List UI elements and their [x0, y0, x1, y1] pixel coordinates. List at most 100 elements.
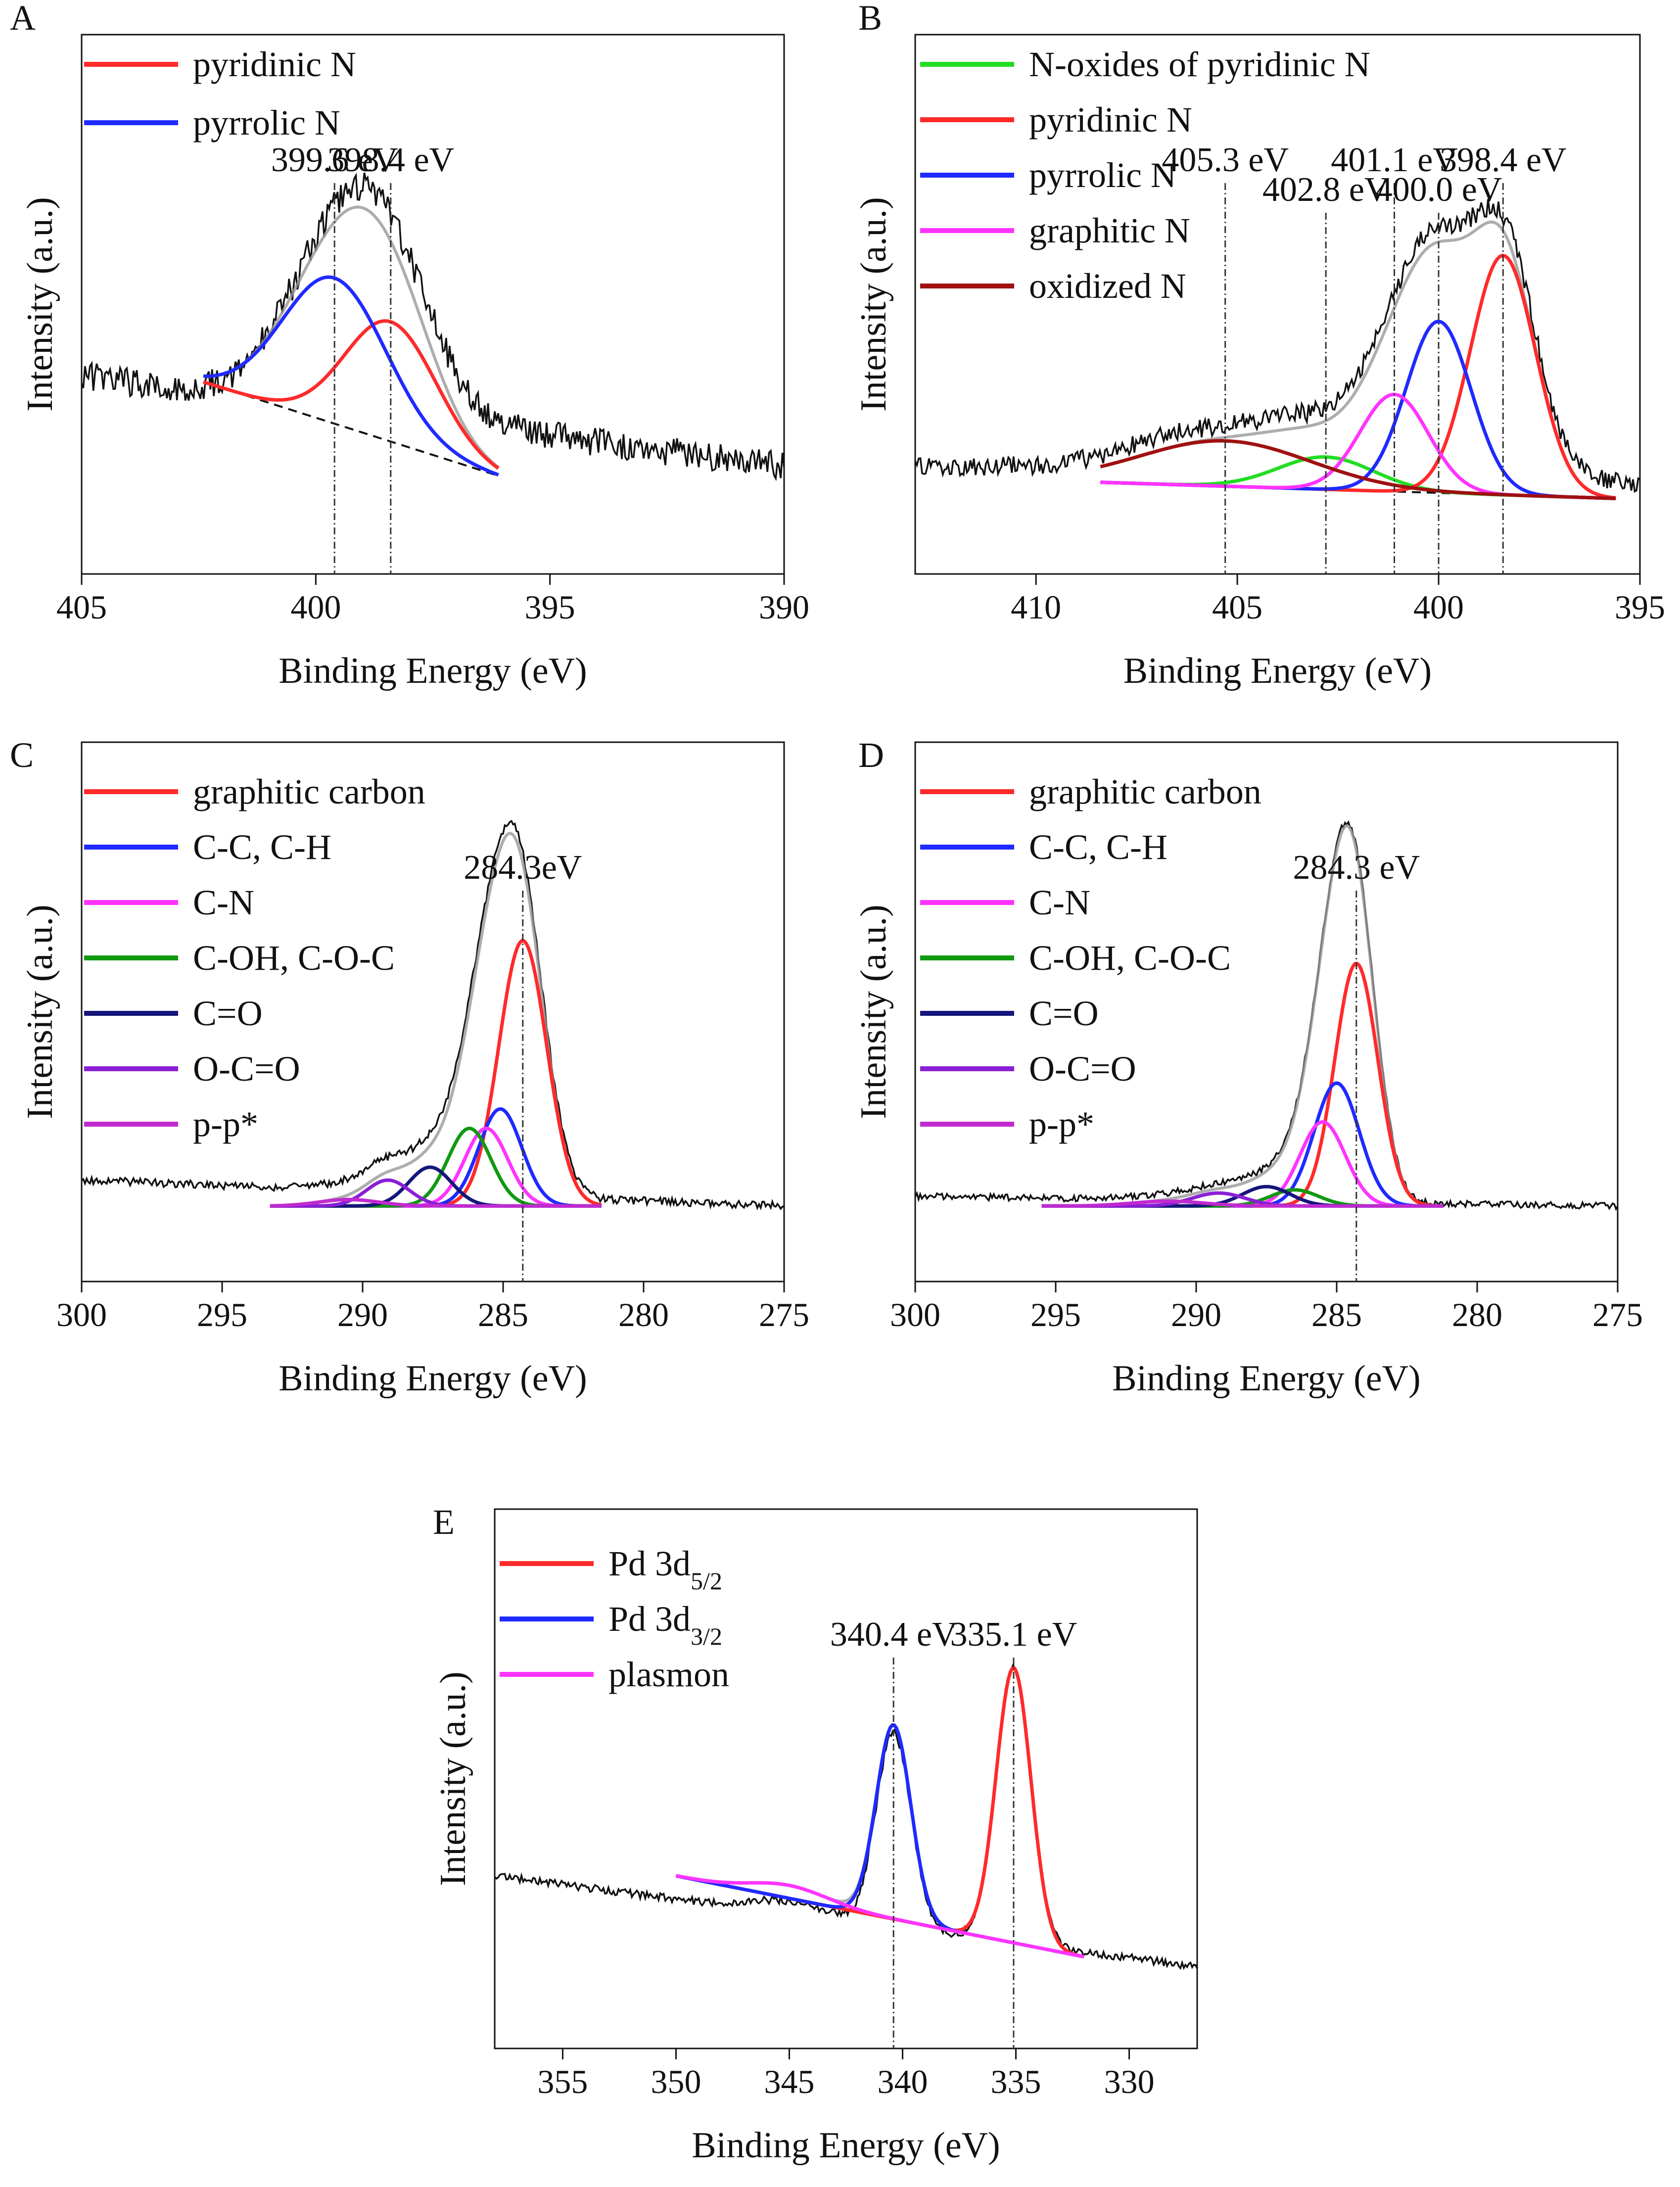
annotation-label: 401.1 eV — [1331, 141, 1458, 179]
legend-label-o-c-o: O-C=O — [193, 1049, 300, 1089]
legend-label-graphitic-carbon: graphitic carbon — [1029, 772, 1261, 811]
x-axis-label: Binding Energy (eV) — [1123, 651, 1432, 691]
legend-label-oxidized-n: oxidized N — [1029, 266, 1186, 306]
peak-c-c-c-h — [270, 1107, 602, 1208]
x-tick-label: 300 — [56, 1296, 107, 1333]
legend-label-n-oxides-of-pyridinic-n: N-oxides of pyridinic N — [1029, 45, 1370, 84]
x-tick-label: 405 — [56, 588, 107, 626]
legend-label-pd-3d3-2: Pd 3d3/2 — [608, 1599, 722, 1650]
x-axis-label: Binding Energy (eV) — [279, 1358, 587, 1399]
y-axis-label: Intensity (a.u.) — [20, 904, 60, 1119]
panel-a: A 405 400 395 390 Binding Energy (eV) Intensit… — [10, 0, 809, 691]
legend-label-pyridinic-n: pyridinic N — [193, 45, 356, 84]
x-tick-label: 275 — [1592, 1296, 1643, 1333]
legend-label-c-oh-c-o-c: C-OH, C-O-C — [1029, 938, 1231, 978]
panel-letter: A — [10, 0, 36, 38]
peak-pd-3d5-2 — [675, 1666, 1084, 1959]
fit-envelope-line — [270, 831, 602, 1207]
x-tick-label: 300 — [890, 1296, 940, 1333]
plot-frame — [494, 1508, 1198, 2049]
x-tick-label: 295 — [197, 1296, 247, 1333]
annotation-label: 400.0 eV — [1375, 171, 1502, 209]
x-tick-label: 290 — [1171, 1296, 1221, 1333]
legend-label-plasmon: plasmon — [608, 1655, 729, 1694]
raw-spectrum-line — [494, 1662, 1198, 1970]
raw-spectrum-line — [914, 820, 1619, 1211]
x-axis-label: Binding Energy (eV) — [1112, 1358, 1420, 1399]
x-tick-label: 355 — [537, 2063, 588, 2100]
legend-label-p-p: p-p* — [193, 1104, 258, 1144]
x-tick-label: 340 — [878, 2063, 928, 2100]
legend-label-pyrrolic-n: pyrrolic N — [193, 103, 340, 143]
panel-e: E 355 350 345 340 335 330 Binding Energy (eV) In… — [433, 1502, 1198, 2166]
panel-letter: E — [433, 1502, 455, 1542]
x-tick-label: 400 — [290, 588, 341, 626]
y-axis-label: Intensity (a.u.) — [853, 904, 894, 1119]
x-tick-label: 335 — [991, 2063, 1041, 2100]
x-axis-label: Binding Energy (eV) — [279, 651, 587, 691]
annotation-label: 284.3 eV — [1293, 849, 1420, 887]
raw-spectrum-line — [81, 819, 785, 1211]
x-axis-label: Binding Energy (eV) — [692, 2125, 1000, 2166]
panel-d: D 300 295 290 285 280 275 Binding Energy (eV) In… — [853, 735, 1643, 1399]
legend-label-c-o: C=O — [193, 994, 263, 1033]
legend-label-pd-3d5-2: Pd 3d5/2 — [608, 1544, 722, 1595]
legend-label-c-c-c-h: C-C, C-H — [193, 827, 331, 867]
x-tick-label: 290 — [337, 1296, 388, 1333]
legend-label-o-c-o: O-C=O — [1029, 1049, 1136, 1089]
x-tick-label: 280 — [1452, 1296, 1502, 1333]
plot-frame — [914, 34, 1641, 575]
panel-letter: B — [858, 0, 882, 38]
annotation-label: 284.3eV — [464, 849, 582, 887]
raw-spectrum-line — [914, 199, 1640, 493]
peak-pyridinic-n — [203, 319, 500, 470]
annotation-label: 402.8 eV — [1262, 171, 1390, 209]
x-tick-label: 345 — [764, 2063, 814, 2100]
peak-oxidized-n — [1100, 439, 1616, 500]
x-tick-label: 285 — [1311, 1296, 1362, 1333]
legend-label-graphitic-n: graphitic N — [1029, 211, 1190, 250]
y-axis-label: Intensity (a.u.) — [433, 1671, 473, 1886]
peak-p-p — [1041, 1199, 1444, 1208]
annotation-label: 398.4 eV — [1440, 141, 1567, 179]
x-tick-label: 395 — [1615, 588, 1665, 626]
peak-pd-3d3-2 — [675, 1723, 1084, 1959]
legend-label-c-n: C-N — [193, 883, 254, 922]
panel-letter: D — [858, 735, 884, 775]
legend-label-pyrrolic-n: pyrrolic N — [1029, 155, 1176, 195]
x-tick-label: 410 — [1011, 588, 1061, 626]
raw-spectrum-line — [81, 172, 785, 481]
x-tick-label: 330 — [1104, 2063, 1155, 2100]
peak-plasmon — [675, 1874, 1084, 1959]
legend-label-p-p: p-p* — [1029, 1104, 1094, 1144]
legend-label-pyridinic-n: pyridinic N — [1029, 100, 1192, 140]
x-tick-label: 285 — [478, 1296, 528, 1333]
x-tick-label: 395 — [525, 588, 575, 626]
legend-label-graphitic-carbon: graphitic carbon — [193, 772, 425, 811]
plot-frame — [914, 741, 1619, 1283]
annotation-label: 398.4 eV — [327, 141, 454, 179]
x-tick-label: 405 — [1212, 588, 1262, 626]
legend-label-c-c-c-h: C-C, C-H — [1029, 827, 1167, 867]
plot-frame — [81, 741, 785, 1283]
y-axis-label: Intensity (a.u.) — [853, 197, 894, 412]
panel-b: B 410 405 400 395 Binding Energy (eV) Intensit… — [853, 0, 1665, 691]
legend-label-c-o: C=O — [1029, 994, 1099, 1033]
annotation-label: 399.6 eV — [271, 141, 398, 179]
annotation-label: 335.1 eV — [950, 1616, 1077, 1654]
y-axis-label: Intensity (a.u.) — [20, 197, 60, 412]
x-tick-label: 350 — [651, 2063, 701, 2100]
annotation-label: 405.3 eV — [1162, 141, 1289, 179]
x-tick-label: 390 — [759, 588, 809, 626]
panel-c: C 300 295 290 285 280 275 Binding Energy (eV) In… — [10, 735, 809, 1399]
peak-graphitic-carbon — [270, 939, 602, 1208]
x-tick-label: 295 — [1030, 1296, 1081, 1333]
legend-label-c-n: C-N — [1029, 883, 1090, 922]
annotation-label: 340.4 eV — [830, 1616, 957, 1654]
x-tick-label: 280 — [618, 1296, 669, 1333]
x-tick-label: 400 — [1413, 588, 1464, 626]
plot-frame — [81, 34, 785, 575]
peak-p-p — [270, 1197, 602, 1208]
panel-letter: C — [10, 735, 34, 775]
